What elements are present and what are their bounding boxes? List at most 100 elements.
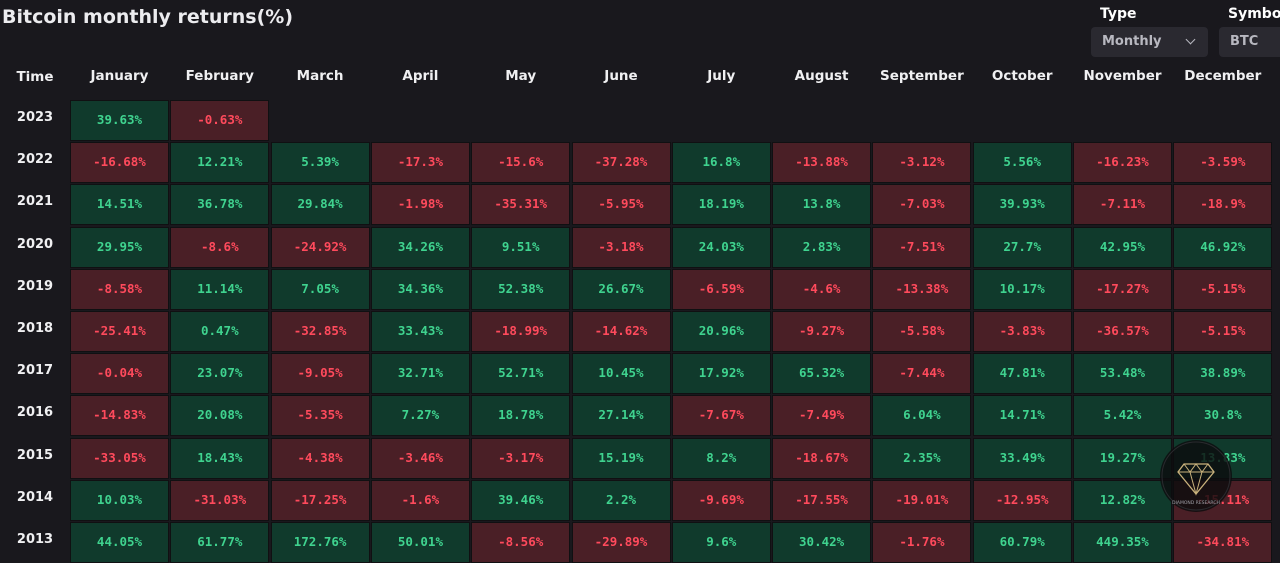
return-value: 30.42%: [799, 534, 845, 549]
return-value: 29.95%: [96, 238, 143, 254]
return-value: -16.23%: [1096, 154, 1149, 170]
return-cell-2016-june: 27.14%: [571, 395, 671, 437]
return-cell-2019-august: -4.6%: [772, 268, 872, 310]
return-value: 5.42%: [1103, 407, 1142, 423]
watermark-text: DIAMOND RESEARCH: [1172, 500, 1220, 506]
return-value: -7.44%: [899, 365, 945, 381]
return-cell-2021-october: 39.93%: [972, 184, 1072, 226]
return-cell-2017-march: -9.05%: [270, 353, 370, 395]
return-value: -18.99%: [494, 323, 548, 338]
return-cell-2016-may: 18.78%: [471, 395, 571, 437]
return-value: 38.89%: [1200, 365, 1246, 381]
return-value: -5.95%: [598, 196, 644, 212]
return-value: 29.84%: [297, 196, 343, 212]
return-cell-2019-january: -8.58%: [70, 268, 169, 310]
return-cell-2021-june: -5.95%: [571, 184, 671, 226]
return-value: 30.8%: [1203, 407, 1242, 423]
return-value: -29.89%: [594, 534, 648, 549]
return-cell-2020-september: -7.51%: [872, 226, 972, 268]
return-value: 52.38%: [498, 280, 544, 296]
return-value: 27.7%: [1003, 238, 1041, 254]
return-value: -7.49%: [799, 407, 845, 423]
return-value: 449.35%: [1096, 534, 1149, 549]
return-cell-2017-february: 23.07%: [170, 353, 270, 395]
return-value: 33.49%: [999, 449, 1045, 465]
return-cell-2020-july: 24.03%: [671, 226, 771, 268]
return-cell-2020-may: 9.51%: [471, 226, 571, 268]
return-value: 65.32%: [799, 365, 845, 381]
return-value: -3.46%: [397, 449, 443, 465]
return-value: -3.59%: [1200, 154, 1246, 170]
return-cell-2015-january: -33.05%: [70, 437, 169, 479]
return-value: 7.05%: [301, 280, 339, 296]
return-cell-2014-february: -31.03%: [170, 479, 270, 521]
return-value: -14.62%: [594, 323, 648, 338]
return-value: 20.96%: [698, 323, 744, 338]
return-cell-2013-march: 172.76%: [270, 522, 370, 563]
return-cell-2015-april: -3.46%: [370, 437, 470, 479]
return-value: -5.15%: [1200, 280, 1246, 296]
return-cell-2017-october: 47.81%: [972, 353, 1072, 395]
return-value: -13.38%: [895, 280, 949, 296]
return-value: -12.95%: [995, 491, 1049, 507]
return-value: 2.83%: [802, 238, 841, 254]
return-cell-2021-january: 14.51%: [70, 184, 169, 226]
return-value: -16.68%: [93, 154, 146, 170]
return-value: 18.19%: [698, 196, 744, 212]
return-cell-2016-february: 20.08%: [170, 395, 270, 437]
return-cell-2017-june: 10.45%: [571, 353, 671, 395]
return-value: 24.03%: [698, 238, 744, 254]
return-value: -36.57%: [1096, 323, 1149, 338]
column-header-august: August: [794, 68, 849, 84]
return-cell-2013-january: 44.05%: [70, 522, 169, 563]
return-value: -19.01%: [895, 491, 949, 507]
return-cell-2016-november: 5.42%: [1073, 395, 1172, 437]
return-value: -1.98%: [397, 196, 443, 212]
return-cell-2021-march: 29.84%: [270, 184, 370, 226]
symbol-select[interactable]: BTC: [1219, 27, 1280, 57]
return-value: 10.03%: [96, 491, 143, 507]
return-value: 27.14%: [598, 407, 644, 423]
return-cell-2019-december: -5.15%: [1173, 268, 1273, 310]
return-cell-2018-april: 33.43%: [370, 311, 470, 352]
return-cell-2019-march: 7.05%: [270, 268, 370, 310]
return-value: 20.08%: [197, 407, 243, 423]
return-cell-2018-september: -5.58%: [872, 311, 972, 352]
return-value: -35.31%: [494, 196, 548, 212]
return-cell-2019-november: -17.27%: [1073, 268, 1172, 310]
return-cell-2020-march: -24.92%: [270, 226, 370, 268]
return-value: 14.71%: [999, 407, 1045, 423]
return-cell-2022-november: -16.23%: [1073, 142, 1172, 184]
return-value: 2.2%: [605, 491, 637, 507]
return-value: 16.8%: [702, 154, 741, 170]
return-value: 39.46%: [498, 491, 544, 507]
return-value: 39.63%: [96, 112, 143, 127]
return-value: -1.6%: [401, 491, 440, 507]
row-year-2018: 2018: [16, 321, 54, 336]
return-value: -34.81%: [1196, 534, 1250, 549]
return-cell-2014-may: 39.46%: [471, 479, 571, 521]
return-cell-2016-august: -7.49%: [772, 395, 872, 437]
return-value: -6.59%: [698, 280, 744, 296]
return-value: -17.27%: [1096, 280, 1149, 296]
return-value: 13.8%: [802, 196, 841, 212]
return-cell-2021-november: -7.11%: [1073, 184, 1172, 226]
return-cell-2018-march: -32.85%: [270, 311, 370, 352]
return-value: -4.6%: [802, 280, 841, 296]
return-cell-2013-june: -29.89%: [571, 522, 671, 563]
return-value: -24.92%: [293, 238, 347, 254]
return-cell-2021-december: -18.9%: [1173, 184, 1273, 226]
return-cell-2022-october: 5.56%: [972, 142, 1072, 184]
return-value: 50.01%: [397, 534, 443, 549]
return-cell-2021-february: 36.78%: [170, 184, 270, 226]
type-select[interactable]: Monthly: [1091, 27, 1208, 57]
column-header-september: September: [880, 68, 964, 84]
return-value: 9.51%: [501, 238, 540, 254]
column-header-december: December: [1184, 68, 1262, 84]
return-cell-2022-may: -15.6%: [471, 142, 571, 184]
return-value: -7.11%: [1099, 196, 1146, 212]
return-value: -3.12%: [899, 154, 945, 170]
return-value: -0.04%: [96, 365, 143, 381]
return-value: 9.6%: [706, 534, 737, 549]
return-cell-2021-september: -7.03%: [872, 184, 972, 226]
